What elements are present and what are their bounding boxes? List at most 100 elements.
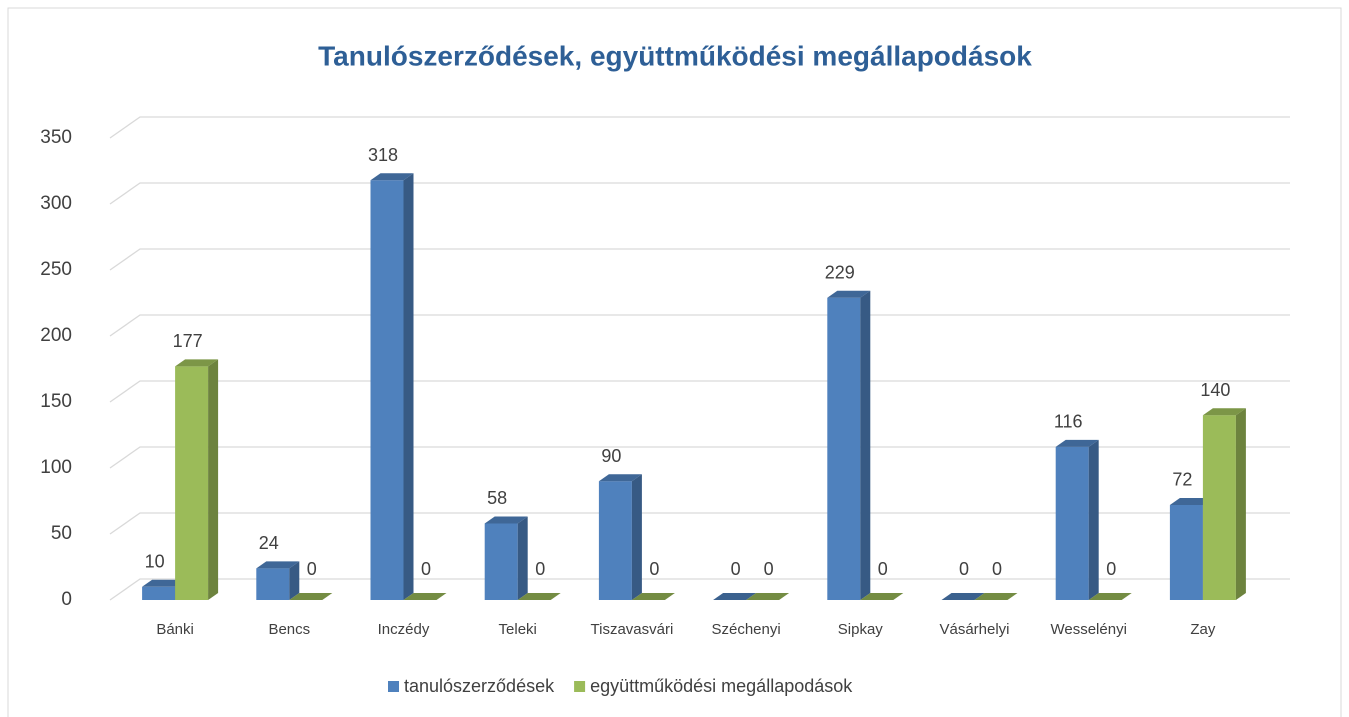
bar-front <box>827 297 861 600</box>
bar-top <box>713 593 757 600</box>
data-label: 116 <box>1054 412 1083 432</box>
grid-line <box>109 578 1290 601</box>
bar-side <box>1088 439 1099 600</box>
bar <box>175 359 219 600</box>
bar <box>1055 439 1099 600</box>
legend-swatch <box>388 681 399 692</box>
legend-label: tanulószerződések <box>404 676 555 696</box>
bar-top <box>289 593 333 600</box>
x-tick-label: Wesselényi <box>1050 621 1126 638</box>
grid-line <box>109 512 1290 535</box>
bar <box>827 290 871 600</box>
bar-side <box>631 474 642 600</box>
bar <box>484 516 528 600</box>
data-label: 318 <box>368 145 398 165</box>
y-tick-label: 350 <box>40 127 72 148</box>
data-label: 24 <box>259 533 279 553</box>
data-label: 0 <box>992 559 1002 579</box>
bar-top <box>1088 593 1132 600</box>
y-tick-label: 150 <box>40 391 72 412</box>
bar <box>403 593 447 600</box>
bar <box>256 561 300 600</box>
bar-top <box>517 593 561 600</box>
y-tick-label: 200 <box>40 325 72 346</box>
data-label: 0 <box>535 559 545 579</box>
legend-label: együttműködési megállapodások <box>590 676 853 696</box>
data-label: 0 <box>421 559 431 579</box>
bar <box>289 593 333 600</box>
bar <box>598 474 642 600</box>
bar-top <box>256 561 300 569</box>
data-label: 0 <box>959 559 969 579</box>
bar-side <box>1235 408 1246 600</box>
bar-top <box>1055 439 1099 447</box>
bar-top <box>860 593 904 600</box>
bar-front <box>256 568 290 600</box>
data-label: 0 <box>1106 559 1116 579</box>
y-tick-label: 100 <box>40 457 72 478</box>
y-tick-label: 300 <box>40 193 72 214</box>
bar <box>974 593 1018 600</box>
data-label: 140 <box>1200 380 1230 400</box>
bar-side <box>517 516 528 600</box>
bar-top <box>598 474 642 482</box>
data-label: 0 <box>307 559 317 579</box>
data-label: 177 <box>173 331 203 351</box>
legend-swatch <box>574 681 586 692</box>
data-label: 0 <box>878 559 888 579</box>
bar-top <box>142 579 186 587</box>
bar <box>631 593 675 600</box>
x-tick-label: Bánki <box>156 621 194 638</box>
bar <box>713 593 757 600</box>
bar-top <box>631 593 675 600</box>
x-tick-label: Széchenyi <box>711 621 780 638</box>
bar <box>370 173 414 601</box>
x-tick-label: Bencs <box>268 621 310 638</box>
bar-top <box>941 593 985 600</box>
y-tick-label: 50 <box>51 523 72 544</box>
data-label: 72 <box>1172 470 1192 490</box>
bar <box>860 593 904 600</box>
bar-top <box>1202 408 1246 416</box>
grid-line <box>109 116 1290 139</box>
x-tick-label: Sipkay <box>838 621 884 638</box>
x-tick-label: Zay <box>1190 621 1216 638</box>
data-label: 90 <box>601 446 621 466</box>
grid-line <box>109 314 1290 337</box>
data-label: 0 <box>649 559 659 579</box>
bar <box>941 593 985 600</box>
bar-front <box>142 586 176 600</box>
bar <box>746 593 790 600</box>
bar-side <box>208 359 219 600</box>
bar-top <box>175 359 219 367</box>
x-tick-label: Tiszavasvári <box>591 621 674 638</box>
bar-front <box>598 481 632 600</box>
chart-title: Tanulószerződések, együttműködési megáll… <box>318 40 1032 71</box>
data-label: 229 <box>825 262 855 282</box>
bar-side <box>289 561 300 600</box>
bar-side <box>860 290 871 600</box>
data-label: 0 <box>731 559 741 579</box>
bar-top <box>484 516 528 524</box>
bar <box>517 593 561 600</box>
grid-line <box>109 446 1290 469</box>
bar-front <box>1202 415 1236 600</box>
grid-line <box>109 182 1290 205</box>
data-label: 0 <box>764 559 774 579</box>
grid-line <box>109 380 1290 403</box>
bar-front <box>175 366 209 600</box>
bar-front <box>370 180 404 601</box>
x-tick-label: Teleki <box>499 621 537 638</box>
bar-top <box>974 593 1018 600</box>
bar-front <box>1055 446 1089 600</box>
bar <box>1202 408 1246 600</box>
data-label: 58 <box>487 488 507 508</box>
bar-top <box>370 173 414 181</box>
bar <box>1088 593 1132 600</box>
x-tick-label: Vásárhelyi <box>939 621 1009 638</box>
grid-line <box>109 248 1290 271</box>
bar-top <box>403 593 447 600</box>
x-tick-label: Inczédy <box>378 621 430 638</box>
bar-top <box>1169 497 1213 505</box>
